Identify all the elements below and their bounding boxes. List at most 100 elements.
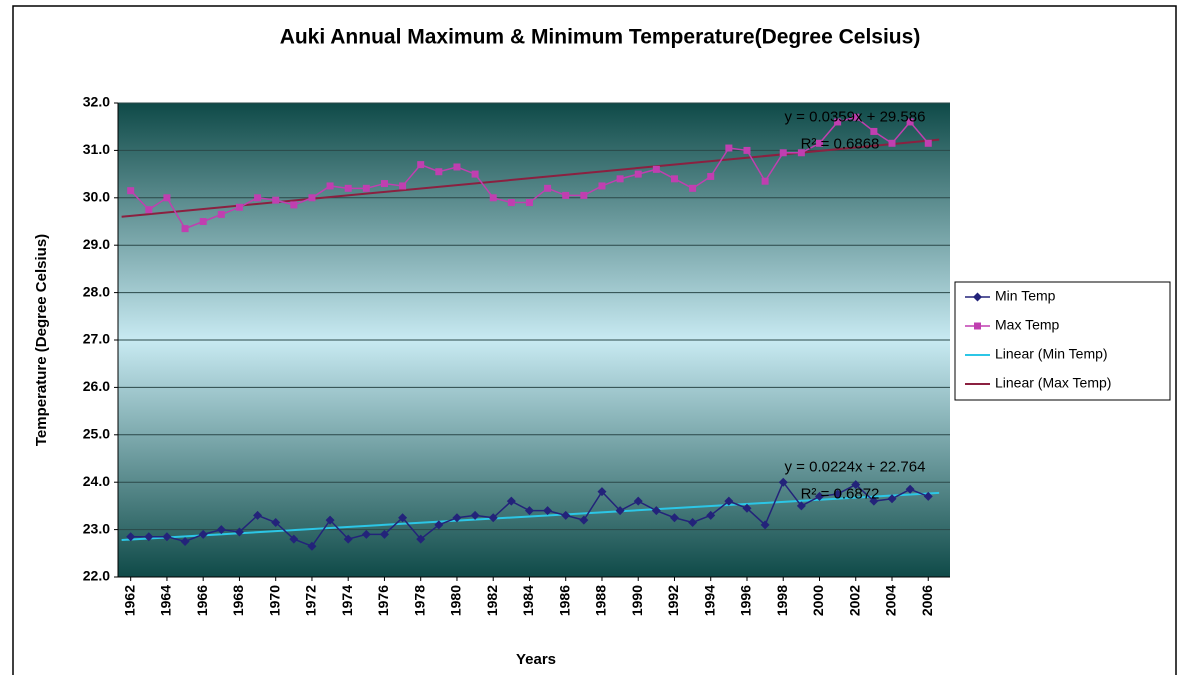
x-tick-label: 2004: [883, 585, 899, 616]
marker: [706, 510, 716, 520]
legend-label: Linear (Max Temp): [995, 375, 1111, 391]
x-tick-label: 1998: [774, 585, 790, 616]
marker: [924, 139, 932, 147]
marker: [325, 515, 335, 525]
x-tick-label: 1994: [701, 585, 717, 616]
y-tick-label: 28.0: [83, 283, 110, 299]
marker: [399, 182, 407, 190]
marker: [272, 196, 280, 204]
trend-r2: R² = 0.6872: [801, 486, 880, 503]
marker: [453, 163, 461, 171]
marker: [652, 165, 660, 173]
marker: [326, 182, 334, 190]
y-tick-label: 22.0: [83, 568, 110, 584]
legend-label: Min Temp: [995, 288, 1056, 304]
chart-title: Auki Annual Maximum & Minimum Temperatur…: [280, 26, 921, 49]
marker: [887, 494, 897, 504]
x-tick-label: 2006: [919, 585, 935, 616]
y-tick-label: 24.0: [83, 473, 110, 489]
marker: [308, 194, 316, 202]
x-tick-label: 1962: [121, 585, 137, 616]
marker: [851, 480, 861, 490]
marker: [634, 170, 642, 178]
x-tick-label: 1978: [411, 585, 427, 616]
legend-marker: [974, 322, 981, 330]
marker: [651, 506, 661, 516]
marker: [707, 172, 715, 180]
marker: [561, 510, 571, 520]
marker: [869, 496, 879, 506]
marker: [525, 199, 533, 207]
marker: [670, 175, 678, 183]
marker: [779, 149, 787, 157]
marker: [235, 203, 243, 211]
trend-equation: y = 0.0359x + 29.586: [785, 108, 926, 125]
marker: [814, 491, 824, 501]
x-tick-label: 1966: [194, 585, 210, 616]
marker: [669, 513, 679, 523]
marker: [145, 206, 153, 214]
marker: [615, 506, 625, 516]
marker: [434, 520, 444, 530]
x-tick-label: 1990: [629, 585, 645, 616]
marker: [507, 199, 515, 207]
marker: [380, 180, 388, 188]
marker: [689, 184, 697, 192]
marker: [181, 225, 189, 233]
marker: [344, 184, 352, 192]
marker: [725, 144, 733, 152]
y-tick-label: 30.0: [83, 189, 110, 205]
y-tick-label: 26.0: [83, 378, 110, 394]
marker: [489, 194, 497, 202]
x-tick-label: 1964: [158, 585, 174, 616]
marker: [580, 191, 588, 199]
marker: [598, 182, 606, 190]
marker: [688, 517, 698, 527]
marker: [597, 487, 607, 497]
marker: [127, 187, 135, 195]
marker: [506, 496, 516, 506]
marker: [471, 170, 479, 178]
x-tick-label: 1996: [738, 585, 754, 616]
marker: [379, 529, 389, 539]
marker: [579, 515, 589, 525]
marker: [724, 496, 734, 506]
marker: [524, 506, 534, 516]
x-tick-label: 1974: [339, 585, 355, 616]
x-tick-label: 1992: [665, 585, 681, 616]
marker: [796, 501, 806, 511]
y-tick-label: 27.0: [83, 331, 110, 347]
marker: [870, 127, 878, 135]
marker: [797, 149, 805, 157]
marker: [343, 534, 353, 544]
marker: [417, 161, 425, 169]
y-tick-label: 31.0: [83, 141, 110, 157]
marker: [199, 218, 207, 225]
x-tick-label: 1976: [375, 585, 391, 616]
y-axis-title: Temperature (Degree Celsius): [33, 234, 50, 446]
marker: [923, 491, 933, 501]
marker: [834, 118, 842, 126]
x-tick-label: 1980: [448, 585, 464, 616]
marker: [742, 503, 752, 513]
marker: [633, 496, 643, 506]
marker: [435, 168, 443, 176]
marker: [253, 510, 263, 520]
marker: [616, 175, 624, 183]
marker: [743, 146, 751, 154]
marker: [398, 513, 408, 523]
y-tick-label: 25.0: [83, 426, 110, 442]
x-tick-label: 1982: [484, 585, 500, 616]
marker: [163, 194, 171, 202]
legend-box: [954, 281, 1171, 401]
marker: [416, 534, 426, 544]
marker: [289, 534, 299, 544]
trend-line: [121, 491, 940, 542]
marker: [216, 525, 226, 535]
marker: [126, 532, 136, 542]
legend-marker: [973, 292, 982, 302]
marker: [562, 191, 570, 199]
marker: [488, 513, 498, 523]
trend-r2: R² = 0.6868: [801, 135, 880, 152]
